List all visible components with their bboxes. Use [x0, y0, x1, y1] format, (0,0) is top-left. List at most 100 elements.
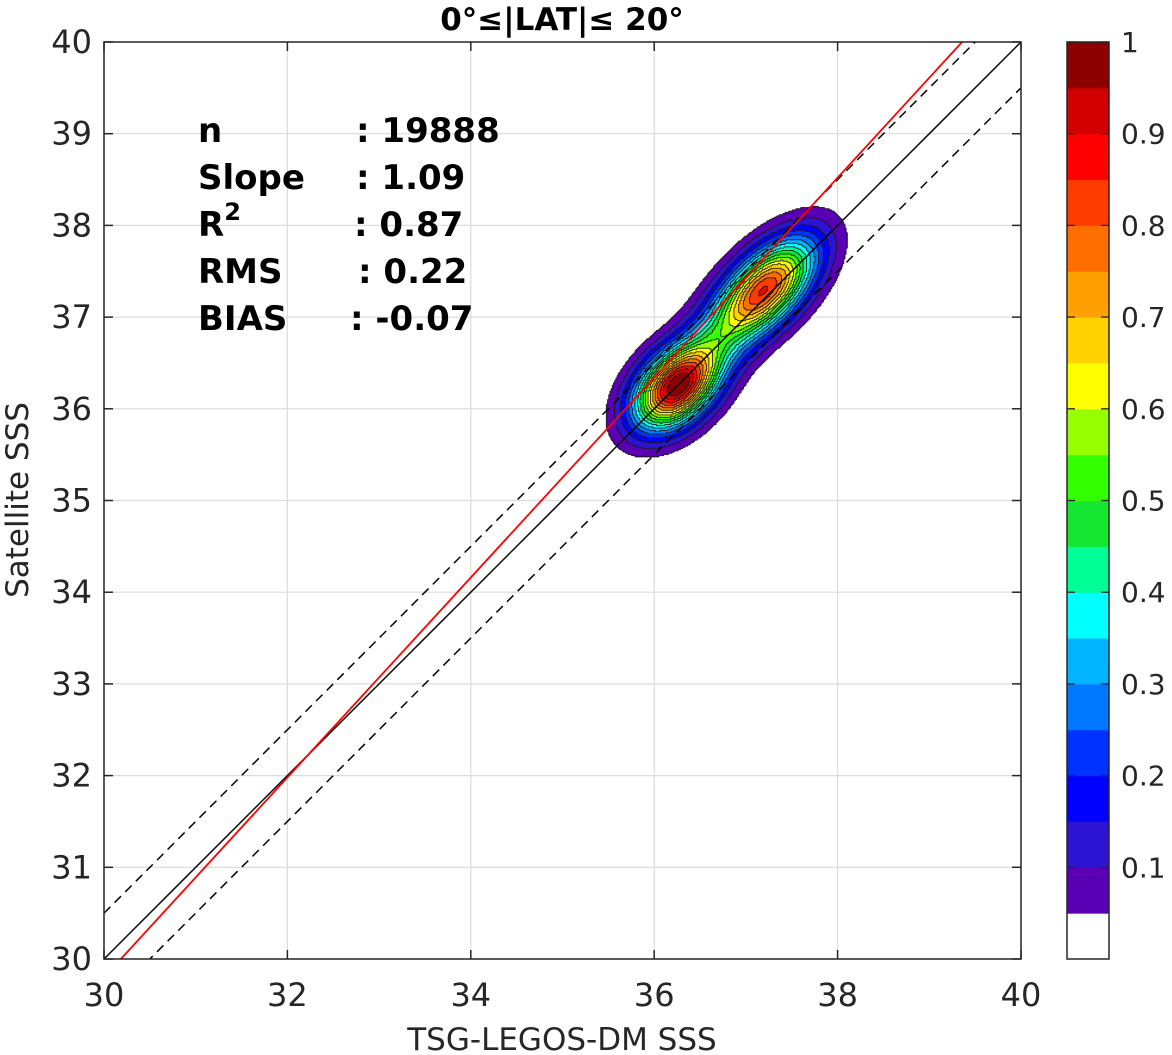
- density-cell: [618, 389, 621, 392]
- density-cell: [654, 448, 656, 451]
- density-cell: [650, 434, 653, 436]
- density-cell: [650, 449, 653, 452]
- density-cell: [643, 393, 646, 396]
- density-cell: [613, 386, 616, 389]
- density-cell: [656, 337, 659, 340]
- density-cell: [626, 369, 629, 372]
- density-cell: [652, 370, 655, 373]
- density-cell: [634, 398, 637, 401]
- density-cell: [621, 403, 624, 405]
- density-cell: [652, 431, 655, 434]
- density-cell: [643, 376, 646, 379]
- density-cell: [651, 362, 654, 365]
- density-cell: [630, 383, 632, 386]
- density-cell: [618, 398, 621, 401]
- density-cell: [612, 417, 615, 420]
- density-cell: [656, 336, 659, 339]
- density-cell: [645, 418, 648, 421]
- density-cell: [655, 431, 657, 434]
- density-cell: [657, 450, 660, 453]
- density-cell: [637, 348, 640, 350]
- density-cell: [606, 420, 609, 423]
- density-cell: [612, 423, 615, 426]
- density-cell: [611, 406, 613, 409]
- density-cell: [619, 375, 622, 378]
- density-cell: [649, 387, 652, 390]
- density-cell: [645, 432, 648, 435]
- density-cell: [625, 447, 628, 449]
- density-cell: [656, 428, 659, 430]
- density-cell: [644, 425, 647, 428]
- density-cell: [620, 442, 623, 445]
- density-cell: [620, 410, 623, 412]
- density-cell: [652, 363, 655, 366]
- density-cell: [614, 395, 617, 398]
- density-cell: [644, 388, 647, 391]
- density-cell: [649, 357, 652, 360]
- density-cell: [625, 442, 628, 445]
- density-cell: [639, 428, 642, 430]
- density-cell: [645, 355, 648, 358]
- density-cell: [619, 391, 622, 393]
- density-cell: [632, 449, 635, 452]
- density-cell: [607, 428, 610, 430]
- density-cell: [655, 331, 657, 334]
- density-cell: [625, 437, 628, 440]
- density-cell: [628, 374, 631, 377]
- density-cell: [643, 450, 646, 453]
- density-cell: [617, 419, 619, 422]
- density-cell: [611, 398, 613, 401]
- density-cell: [611, 437, 613, 440]
- density-cell: [651, 454, 654, 457]
- density-cell: [609, 432, 612, 435]
- density-cell: [645, 392, 648, 395]
- density-cell: [611, 428, 613, 430]
- density-cell: [611, 418, 613, 421]
- density-cell: [657, 439, 660, 442]
- density-cell: [628, 363, 631, 366]
- density-cell: [621, 431, 624, 434]
- density-cell: [652, 336, 655, 339]
- density-cell: [630, 444, 632, 447]
- density-cell: [643, 404, 646, 407]
- density-cell: [651, 439, 654, 442]
- density-cell: [617, 438, 619, 441]
- density-cell: [643, 385, 646, 387]
- density-cell: [613, 391, 616, 393]
- density-cell: [642, 444, 644, 447]
- density-cell: [638, 435, 641, 437]
- density-cell: [656, 419, 659, 422]
- density-cell: [650, 360, 653, 362]
- density-cell: [612, 391, 615, 393]
- density-cell: [633, 372, 636, 374]
- density-cell: [638, 397, 641, 399]
- density-cell: [623, 441, 625, 443]
- density-cell: [656, 387, 659, 390]
- density-cell: [624, 424, 626, 427]
- density-cell: [638, 366, 641, 368]
- density-cell: [656, 355, 659, 358]
- density-cell: [631, 370, 634, 373]
- density-cell: [648, 339, 650, 342]
- density-cell: [619, 430, 622, 433]
- density-cell: [633, 355, 636, 358]
- density-cell: [655, 445, 657, 448]
- density-cell: [649, 430, 652, 433]
- density-cell: [651, 337, 654, 340]
- density-cell: [632, 387, 635, 390]
- density-cell: [621, 395, 624, 398]
- density-cell: [652, 354, 655, 356]
- density-cell: [614, 406, 617, 409]
- density-cell: [611, 403, 613, 405]
- density-cell: [623, 444, 625, 447]
- density-cell: [606, 422, 609, 424]
- density-cell: [623, 418, 625, 421]
- density-cell: [638, 360, 641, 362]
- density-cell: [606, 404, 609, 407]
- density-cell: [645, 364, 648, 367]
- density-cell: [634, 351, 637, 354]
- density-cell: [656, 332, 659, 335]
- density-cell: [657, 392, 660, 395]
- density-cell: [649, 354, 652, 356]
- density-cell: [619, 379, 622, 381]
